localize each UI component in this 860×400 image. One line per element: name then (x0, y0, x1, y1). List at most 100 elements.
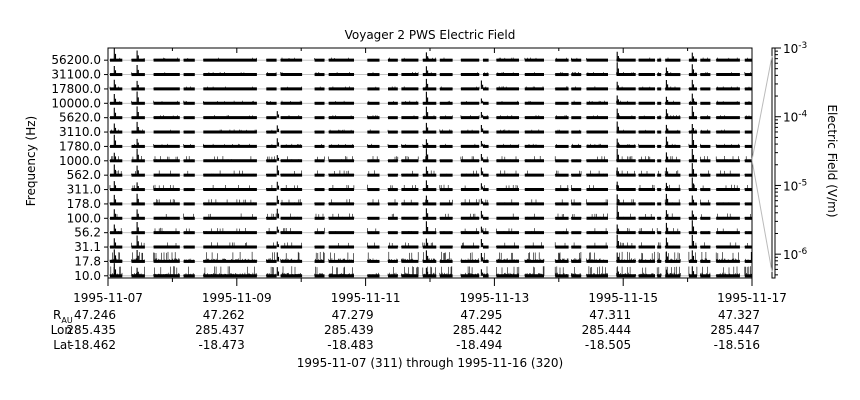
channel-noise (715, 143, 739, 147)
channel-noise (153, 242, 180, 248)
channel-noise (387, 242, 399, 248)
channel-noise (422, 86, 436, 89)
channel-noise (266, 116, 277, 118)
ephem-lat-value: -18.462 (70, 338, 116, 352)
channel-noise (367, 86, 379, 89)
channel-noise (183, 188, 194, 190)
ephem-lon-value: 285.437 (195, 323, 245, 337)
channel-noise (266, 202, 277, 204)
channel-noise (280, 156, 302, 161)
ephem-label-lon: Lon (51, 323, 72, 337)
burst-event (480, 80, 484, 276)
frequency-ticks: 56200.031100.017800.010000.05620.03110.0… (51, 53, 108, 283)
channel-noise (203, 227, 257, 233)
channel-noise (387, 173, 399, 176)
channel-noise (314, 131, 325, 133)
channel-noise (266, 242, 277, 248)
channel-noise (460, 170, 478, 176)
channel-noise (439, 213, 453, 219)
channel-noise (389, 86, 399, 89)
channel-noise (715, 252, 740, 262)
channel-noise (554, 242, 567, 248)
channel-noise (439, 100, 453, 104)
channel-noise (266, 144, 277, 147)
channel-noise (571, 86, 582, 89)
y-tick-label: 56.2 (74, 226, 101, 240)
channel-noise (482, 72, 488, 75)
colorbar-tick-label: 10-5 (783, 178, 807, 193)
channel-noise (554, 156, 569, 161)
channel-noise (554, 228, 569, 233)
channel-noise (439, 231, 453, 233)
channel-noise (664, 57, 680, 61)
channel-noise (266, 101, 277, 104)
channel-noise (700, 115, 711, 118)
channel-noise (280, 100, 302, 104)
channel-noise (401, 266, 419, 276)
channel-noise (571, 242, 582, 248)
ephem-lon-value: 285.447 (710, 323, 760, 337)
channel-noise (439, 159, 453, 161)
channel-noise (439, 251, 453, 262)
channel-noise (367, 100, 379, 104)
channel-noise (586, 170, 608, 176)
channel-noise (496, 143, 520, 147)
channel-noise (401, 115, 419, 118)
ephemeris-table: RAULonLat47.246285.435-18.46247.262285.4… (51, 308, 760, 352)
channel-noise (280, 86, 302, 89)
y-tick-label: 1000.0 (59, 154, 101, 168)
channel-noise (328, 156, 355, 161)
ephem-lat-value: -18.494 (456, 338, 502, 352)
channel-noise (656, 145, 661, 147)
channel-noise (280, 242, 302, 248)
channel-noise (439, 86, 453, 89)
channel-noise (314, 144, 325, 147)
channel-noise (280, 184, 302, 190)
channel-noise (280, 143, 302, 147)
channel-noise (266, 156, 277, 161)
channel-noise (715, 57, 739, 61)
channel-noise (401, 131, 419, 133)
channel-noise (422, 156, 436, 161)
channel-noise (402, 100, 419, 104)
channel-noise (587, 100, 608, 104)
channel-noise (638, 242, 655, 248)
channel-noise (497, 100, 518, 104)
channel-noise (314, 227, 325, 233)
channel-noise (700, 214, 711, 219)
y-axis-label: Frequency (Hz) (24, 116, 38, 207)
channel-noise (387, 267, 398, 276)
channel-noise (571, 252, 582, 262)
channel-noise (496, 266, 520, 276)
x-tick-label: 1995-11-17 (717, 291, 787, 305)
channel-noise (153, 115, 180, 118)
channel-noise (280, 170, 302, 176)
burst-event (276, 111, 280, 276)
ephem-lat-value: -18.516 (714, 338, 760, 352)
channel-noise (638, 156, 655, 161)
channel-noise (183, 116, 194, 118)
channel-noise (439, 143, 452, 147)
channel-noise (715, 156, 739, 161)
channel-noise (328, 72, 355, 75)
channel-noise (587, 213, 608, 219)
channel-noise (744, 156, 753, 161)
channel-noise (744, 115, 751, 118)
channel-noise (387, 185, 399, 190)
channel-noise (203, 100, 257, 104)
x-tick-label: 1995-11-07 (73, 291, 143, 305)
channel-noise (656, 159, 661, 161)
channel-noise (203, 115, 257, 118)
channel-noise (280, 227, 302, 233)
channel-noise (656, 202, 661, 204)
channel-noise (700, 231, 711, 233)
colorbar-tick-label: 10-3 (783, 41, 807, 56)
channel-noise (524, 129, 544, 133)
channel-noise (203, 170, 257, 176)
channel-noise (638, 143, 655, 147)
channel-noise (496, 71, 520, 75)
channel-noise (203, 72, 257, 75)
channel-noise (439, 57, 453, 61)
colorbar-connector (751, 55, 773, 161)
